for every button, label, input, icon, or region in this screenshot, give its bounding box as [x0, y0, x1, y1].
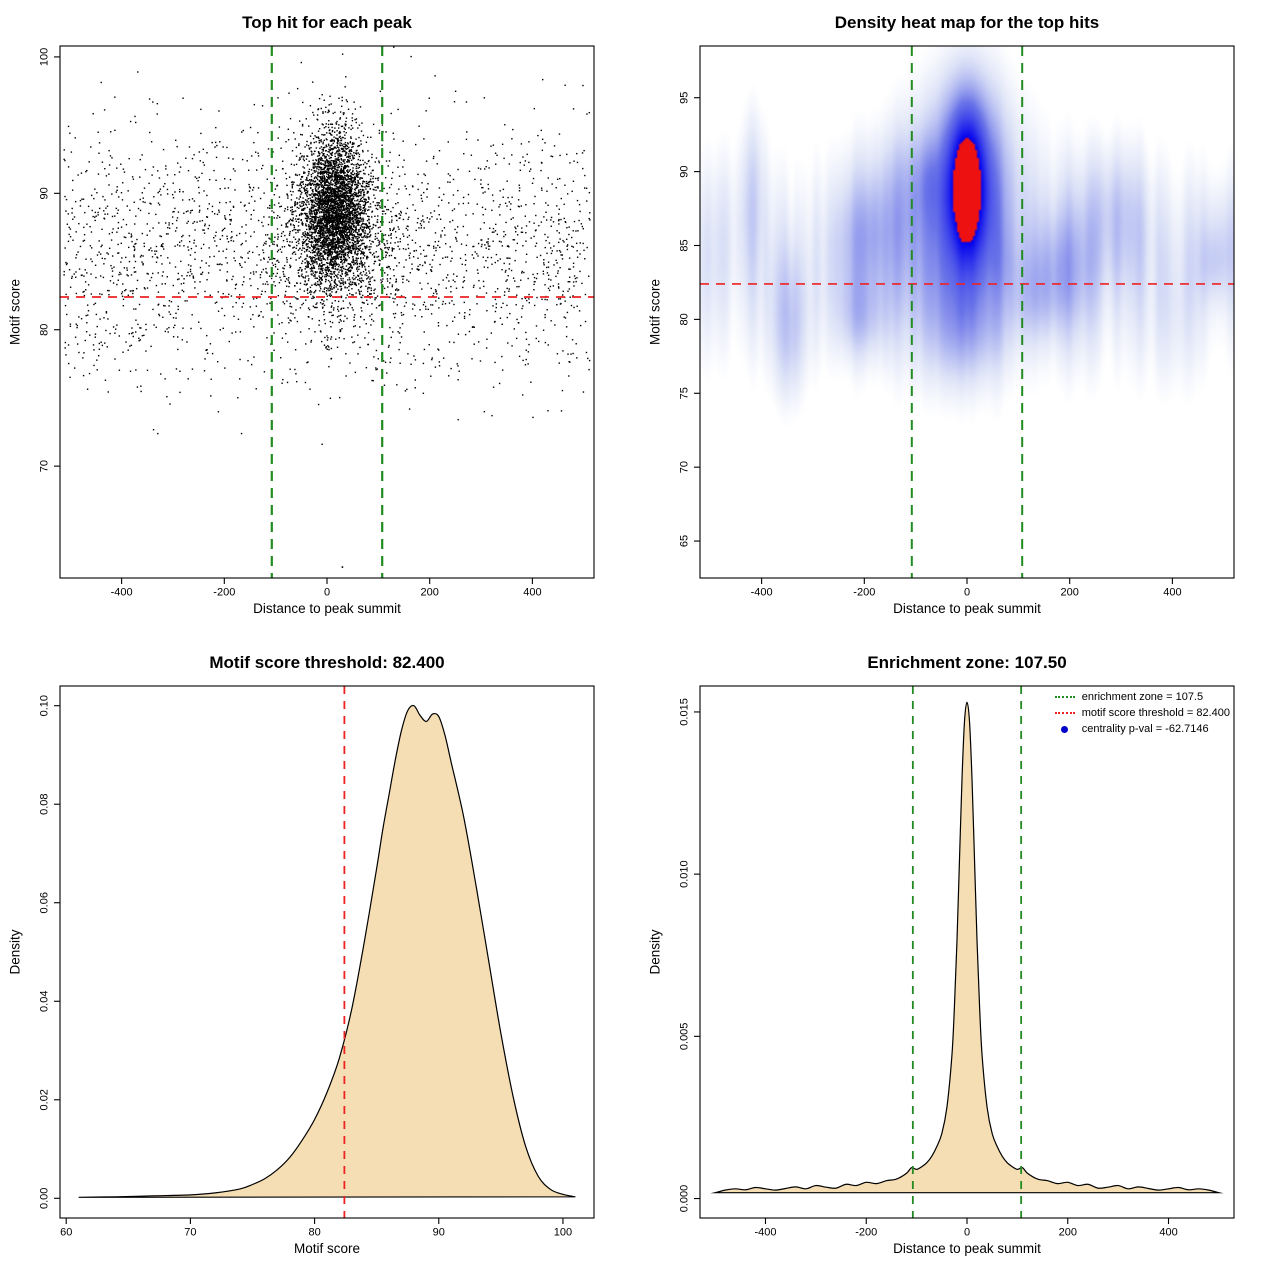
scatter-title: Top hit for each peak [242, 13, 412, 32]
panel-density-heatmap: Density heat map for the top hits Distan… [640, 0, 1280, 640]
panel-distance-density: Enrichment zone: 107.50 Distance to peak… [640, 640, 1280, 1280]
legend-label: motif score threshold = 82.400 [1081, 707, 1230, 719]
score-density-title: Motif score threshold: 82.400 [209, 653, 445, 672]
heatmap-title: Density heat map for the top hits [834, 13, 1100, 32]
heatmap-ylabel: Motif score [647, 278, 663, 346]
heatmap-xlabel: Distance to peak summit [893, 601, 1041, 616]
distance-density-title: Enrichment zone: 107.50 [867, 653, 1067, 672]
score-density-xlabel: Motif score [293, 1241, 361, 1256]
distance-density-canvas [640, 640, 1280, 1280]
panel-score-density: Motif score threshold: 82.400 Motif scor… [0, 640, 640, 1280]
legend-item-centrality-pval: centrality p-val = -62.7146 [1055, 721, 1230, 737]
heatmap-canvas [640, 0, 1280, 640]
legend-item-score-threshold: motif score threshold = 82.400 [1054, 705, 1230, 721]
distance-density-xlabel: Distance to peak summit [893, 1241, 1041, 1256]
legend-label: enrichment zone = 107.5 [1081, 691, 1204, 703]
plot-legend: enrichment zone = 107.5 motif score thre… [1054, 689, 1230, 737]
blue-dot-icon [1055, 725, 1075, 733]
score-density-ylabel: Density [7, 929, 23, 975]
legend-label: centrality p-val = -62.7146 [1081, 723, 1209, 735]
green-dotted-line-icon [1054, 696, 1075, 698]
scatter-ylabel: Motif score [7, 278, 23, 346]
legend-item-enrichment-zone: enrichment zone = 107.5 [1054, 689, 1230, 705]
distance-density-ylabel: Density [647, 929, 663, 975]
scatter-xlabel: Distance to peak summit [253, 601, 401, 616]
score-density-canvas [0, 640, 640, 1280]
scatter-plot-canvas [0, 0, 640, 640]
panel-top-hit-scatter: Top hit for each peak Distance to peak s… [0, 0, 640, 640]
red-dotted-line-icon [1054, 712, 1075, 714]
